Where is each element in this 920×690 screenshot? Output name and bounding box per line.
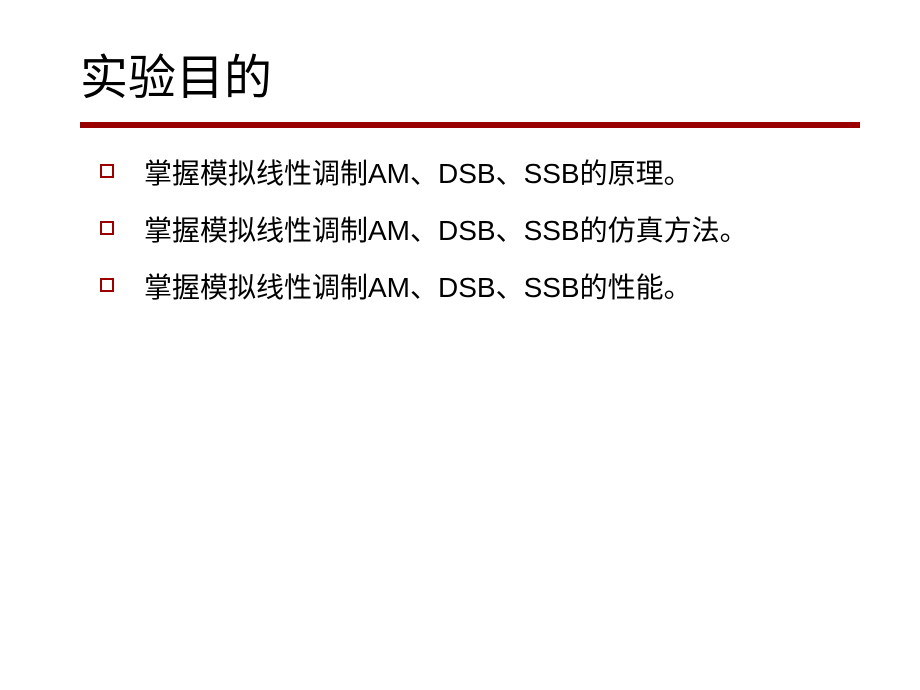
- slide: 实验目的 掌握模拟线性调制AM、DSB、SSB的原理。 掌握模拟线性调制AM、D…: [0, 0, 920, 690]
- bullet-list: 掌握模拟线性调制AM、DSB、SSB的原理。 掌握模拟线性调制AM、DSB、SS…: [80, 152, 860, 310]
- list-item: 掌握模拟线性调制AM、DSB、SSB的原理。: [100, 152, 860, 195]
- list-item-text: 掌握模拟线性调制AM、DSB、SSB的性能。: [144, 266, 860, 309]
- list-item: 掌握模拟线性调制AM、DSB、SSB的性能。: [100, 266, 860, 309]
- title-underline: [80, 122, 860, 128]
- square-bullet-icon: [100, 221, 114, 235]
- list-item-text: 掌握模拟线性调制AM、DSB、SSB的仿真方法。: [144, 209, 860, 252]
- square-bullet-icon: [100, 278, 114, 292]
- square-bullet-icon: [100, 164, 114, 178]
- list-item-text: 掌握模拟线性调制AM、DSB、SSB的原理。: [144, 152, 860, 195]
- slide-title: 实验目的: [80, 50, 860, 108]
- list-item: 掌握模拟线性调制AM、DSB、SSB的仿真方法。: [100, 209, 860, 252]
